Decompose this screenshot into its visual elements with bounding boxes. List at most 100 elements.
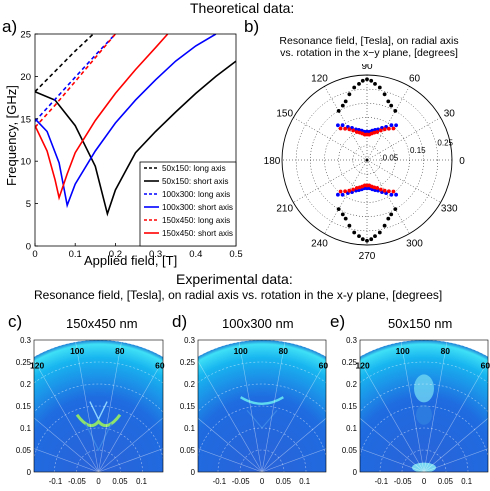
radial-label: 0.05 — [383, 153, 399, 162]
angle-label: 90 — [361, 64, 373, 72]
data-point-150x450 — [391, 189, 396, 194]
exp-x-tick-label: 0.1 — [461, 477, 472, 486]
experimental-map-50x150: 120 100 80 60 0 0.05 0.1 0.15 0.2 0.25 0.3 -0.1 -0.0… — [342, 336, 490, 486]
data-point-50x150 — [393, 109, 398, 113]
exp-angular-gridline — [360, 417, 425, 472]
panel-e-heading: 50x150 nm — [388, 316, 453, 331]
data-point-50x150 — [352, 85, 357, 90]
panel-b-label: b) — [244, 17, 260, 36]
data-point-150x450 — [343, 189, 347, 194]
data-point-50x150 — [357, 234, 361, 239]
data-point-50x150 — [347, 92, 352, 97]
exp-angular-gridline — [34, 448, 99, 472]
exp-x-tick-label: 0.05 — [276, 477, 292, 486]
exp-radial-gridline — [401, 449, 447, 472]
data-point-50x150 — [369, 78, 374, 83]
x-tick-label: 0 — [32, 249, 37, 260]
data-point-150x450 — [338, 189, 343, 194]
polar-title-line2: vs. rotation in the x−y plane, [degrees] — [280, 47, 458, 59]
resonance-feature — [75, 413, 122, 428]
exp-x-tick-label: -0.1 — [49, 477, 62, 486]
data-point-100x300 — [340, 123, 345, 128]
exp-x-tick-label: -0.05 — [232, 477, 250, 486]
data-point-100x300 — [340, 192, 345, 197]
data-point-50x150 — [365, 77, 369, 82]
exp-angular-gridline — [423, 341, 448, 472]
data-point-100x300 — [394, 123, 398, 128]
exp-radial-gridline — [198, 361, 326, 383]
series-line-0 — [35, 34, 94, 93]
exp-angular-gridline — [34, 359, 99, 472]
frequency-vs-field-chart: 0 0.1 0.2 0.3 0.4 0.5 0 5 10 15 20 25 50x150: long a… — [20, 30, 242, 261]
panel-e-label: e) — [330, 312, 346, 331]
experimental-map-150x450: 120 100 80 60 0 0.05 0.1 0.15 0.2 0.25 0.3 -0.1 -0.0… — [16, 336, 165, 486]
exp-angular-gridline — [198, 448, 263, 472]
data-point-50x150 — [336, 109, 341, 113]
exp-angle-label: 80 — [441, 346, 451, 356]
panel-d-label: d) — [172, 312, 188, 331]
exp-y-tick-label: 0.15 — [342, 402, 358, 411]
data-point-50x150 — [386, 99, 391, 104]
data-point-50x150 — [373, 234, 377, 239]
legend-label-5: 150x450: short axis — [162, 229, 233, 238]
data-point-150x450 — [354, 130, 359, 134]
exp-angular-gridline — [423, 360, 488, 472]
angle-label: 210 — [276, 204, 293, 215]
resonance-feature-upper — [89, 401, 108, 421]
exp-intensity-field — [34, 340, 163, 472]
exp-frame — [33, 339, 164, 473]
data-point-50x150 — [382, 92, 387, 97]
data-point-150x450 — [347, 127, 352, 132]
radial-gridline — [295, 88, 439, 232]
radial-label: 0.25 — [437, 139, 453, 148]
series-line-4 — [35, 34, 117, 128]
data-point-100x300 — [389, 123, 394, 128]
exp-radial-gridline — [360, 405, 488, 458]
exp-angular-gridline — [261, 448, 326, 472]
data-point-150x450 — [387, 189, 391, 194]
exp-angular-gridline — [261, 417, 326, 472]
legend-label-2: 100x300: long axis — [162, 190, 230, 199]
exp-y-tick-label: 0.1 — [184, 424, 195, 433]
data-point-50x150 — [336, 207, 341, 212]
x-tick-label: 0.1 — [69, 249, 82, 260]
angle-label: 60 — [409, 74, 421, 85]
data-point-50x150 — [386, 216, 391, 221]
exp-angular-gridline — [34, 417, 99, 472]
exp-y-tick-label: 0.05 — [342, 446, 358, 455]
legend-label-1: 50x150: short axis — [162, 177, 228, 186]
data-point-150x450 — [372, 185, 377, 190]
experimental-title: Experimental data: — [176, 271, 293, 287]
exp-y-tick-label: 0.05 — [180, 446, 196, 455]
data-point-50x150 — [377, 230, 382, 235]
exp-angular-gridline — [98, 359, 163, 472]
exp-angle-label: 120 — [30, 361, 44, 371]
polar-chart-title: Resonance field, [Tesla], on radial axis… — [262, 35, 476, 59]
polar-title-line1: Resonance field, [Tesla], on radial axis — [279, 35, 459, 47]
exp-plot-area — [198, 340, 326, 472]
data-point-150x450 — [375, 186, 380, 190]
exp-angle-label: 60 — [481, 361, 490, 371]
exp-angular-gridline — [261, 341, 286, 472]
data-point-50x150 — [360, 78, 365, 83]
y-tick-label: 5 — [26, 199, 31, 210]
exp-y-tick-label: 0 — [27, 468, 32, 477]
chart-a-xlabel: Applied field, [T] — [84, 253, 178, 268]
exp-angle-label: 60 — [155, 361, 165, 371]
polar-origin — [365, 158, 369, 162]
legend-label-4: 150x450: long axis — [162, 216, 230, 225]
data-point-50x150 — [340, 212, 345, 217]
data-point-150x450 — [351, 187, 356, 192]
chart-a-frame — [34, 33, 237, 247]
exp-x-tick-label: -0.05 — [394, 477, 412, 486]
resonance-polar-chart: 90603003303002702402101801501200.050.150… — [264, 64, 466, 262]
exp-angle-label: 100 — [234, 346, 248, 356]
y-tick-label: 25 — [20, 30, 31, 41]
experimental-map-100x300: 100 80 60 0 0.05 0.1 0.15 0.2 0.25 0.3 -0.1 -0.05 0 0… — [180, 336, 328, 486]
data-point-50x150 — [343, 99, 348, 104]
data-point-150x450 — [375, 130, 380, 134]
angle-label: 120 — [311, 74, 328, 85]
y-tick-label: 10 — [20, 157, 31, 168]
exp-radial-gridline — [360, 361, 488, 383]
exp-y-tick-label: 0.3 — [20, 336, 31, 345]
